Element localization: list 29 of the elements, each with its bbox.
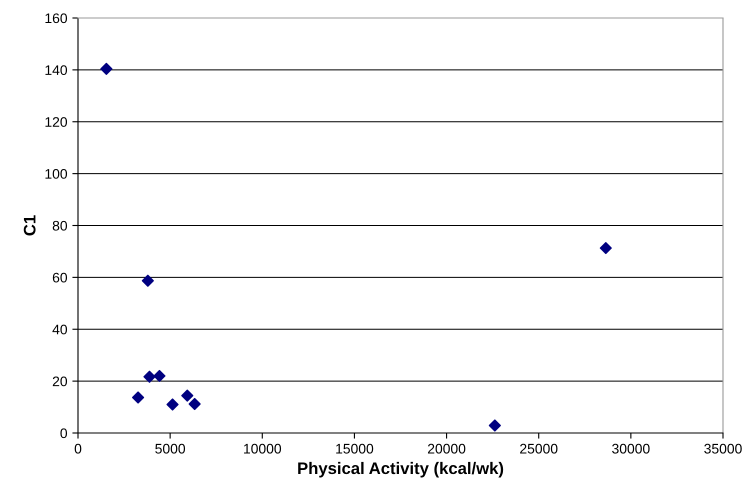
point [488, 419, 501, 432]
point [600, 242, 612, 254]
y-tick-label: 100 [45, 168, 68, 179]
x-tick-label: 15000 [336, 444, 374, 454]
y-tick-label: 0 [60, 428, 68, 438]
x-tick-label: 30000 [612, 444, 650, 454]
x-axis-title: Physical Activity (kcal/wk) [298, 462, 504, 478]
x-tick-label: 0 [74, 444, 82, 454]
point [153, 370, 166, 382]
y-tick-label: 60 [52, 272, 68, 283]
y-tick-label: 80 [52, 220, 68, 231]
y-axis-title: C1 [24, 215, 36, 236]
y-tick-label: 160 [45, 13, 68, 24]
y-tick-label: 120 [45, 117, 68, 127]
point [132, 391, 144, 404]
y-tick-label: 40 [52, 324, 68, 334]
point [100, 62, 112, 75]
point [143, 370, 156, 383]
point [166, 398, 179, 411]
point [181, 390, 194, 402]
x-tick-label: 10000 [244, 444, 282, 454]
y-tick-label: 20 [52, 376, 68, 386]
y-tick-label: 140 [45, 65, 68, 76]
point [188, 398, 201, 410]
point [142, 274, 154, 287]
x-tick-label: 5000 [155, 444, 186, 454]
x-tick-label: 25000 [520, 444, 558, 454]
x-tick-label: 35000 [704, 444, 742, 454]
x-tick-label: 20000 [428, 444, 466, 454]
